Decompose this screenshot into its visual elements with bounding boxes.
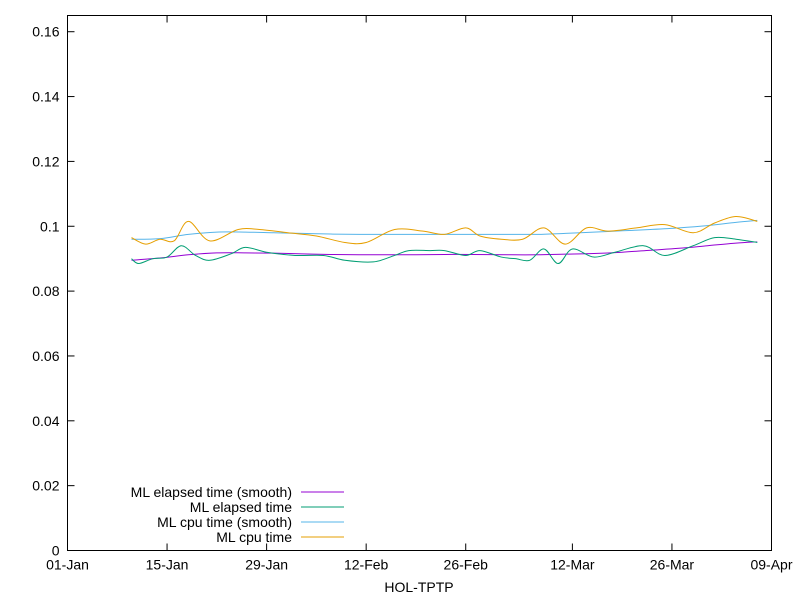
y-tick-label: 0.1 xyxy=(40,218,60,234)
x-tick-label: 12-Feb xyxy=(344,557,389,573)
x-tick-label: 26-Mar xyxy=(650,557,695,573)
legend-label: ML elapsed time xyxy=(190,499,292,515)
x-axis: 01-Jan 15-Jan 29-Jan 12-Feb 26-Feb 12-Mar 26-M… xyxy=(46,15,793,573)
x-tick-label: 09-Apr xyxy=(750,557,792,573)
x-tick-label: 26-Feb xyxy=(444,557,489,573)
y-tick-label: 0 xyxy=(52,543,60,559)
y-tick-label: 0.04 xyxy=(32,413,59,429)
series-lines xyxy=(131,216,758,265)
series-line-3 xyxy=(131,219,758,240)
legend-label: ML cpu time xyxy=(216,529,292,545)
plot-frame xyxy=(67,15,772,551)
x-tick-label: 01-Jan xyxy=(46,557,89,573)
legend: ML elapsed time (smooth)ML elapsed timeM… xyxy=(131,484,344,545)
x-tick-label: 15-Jan xyxy=(146,557,189,573)
legend-label: ML cpu time (smooth) xyxy=(157,514,292,530)
x-axis-label: HOL-TPTP xyxy=(384,579,453,595)
y-tick-label: 0.08 xyxy=(32,283,59,299)
series-line-1 xyxy=(131,241,758,261)
y-tick-label: 0.14 xyxy=(32,89,59,105)
series-line-4 xyxy=(131,216,758,245)
x-tick-label: 12-Mar xyxy=(550,557,595,573)
y-tick-label: 0.06 xyxy=(32,348,59,364)
series-line-2 xyxy=(131,236,758,265)
y-tick-label: 0.02 xyxy=(32,478,59,494)
y-axis: 0 0.02 0.04 0.06 0.08 0.1 0.12 0.14 0.16 xyxy=(32,24,772,559)
legend-label: ML elapsed time (smooth) xyxy=(131,484,292,500)
y-tick-label: 0.16 xyxy=(32,24,59,40)
y-tick-label: 0.12 xyxy=(32,153,59,169)
x-tick-label: 29-Jan xyxy=(245,557,288,573)
